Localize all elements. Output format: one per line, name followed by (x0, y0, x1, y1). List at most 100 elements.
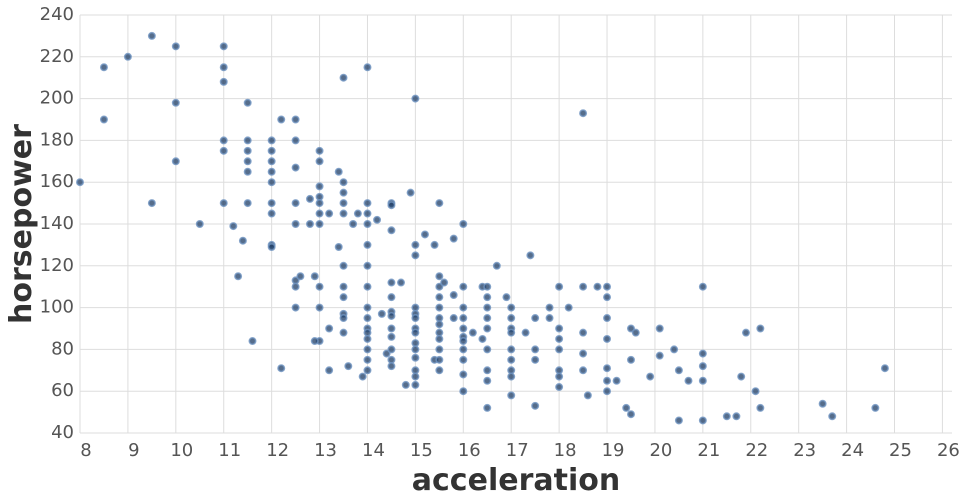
point (435, 272, 444, 281)
point (555, 366, 564, 375)
point (603, 376, 612, 385)
point (411, 339, 420, 348)
point (277, 364, 286, 373)
point (339, 282, 348, 291)
point (583, 391, 592, 400)
point (219, 77, 228, 86)
point (387, 293, 396, 302)
point (315, 282, 324, 291)
y-tick-label: 160 (40, 171, 74, 192)
point (363, 366, 372, 375)
point (219, 63, 228, 72)
point (751, 387, 760, 396)
point (483, 282, 492, 291)
point (612, 376, 621, 385)
point (243, 167, 252, 176)
point (579, 349, 588, 358)
point (411, 303, 420, 312)
point (267, 209, 276, 218)
point (411, 372, 420, 381)
point (291, 163, 300, 172)
point (363, 334, 372, 343)
y-tick-label: 220 (40, 46, 74, 67)
y-tick-label: 180 (40, 129, 74, 150)
point (459, 345, 468, 354)
point (397, 278, 406, 287)
point (406, 188, 415, 197)
point (622, 403, 631, 412)
point (291, 220, 300, 229)
point (435, 328, 444, 337)
point (315, 182, 324, 191)
x-tick-label: 15 (410, 440, 433, 461)
point (459, 355, 468, 364)
point (655, 351, 664, 360)
point (698, 376, 707, 385)
y-tick-label: 120 (40, 255, 74, 276)
point (411, 240, 420, 249)
point (626, 355, 635, 364)
point (631, 328, 640, 337)
point (698, 362, 707, 371)
point (291, 136, 300, 145)
point (363, 282, 372, 291)
point (411, 380, 420, 389)
y-tick-label: 80 (51, 338, 74, 359)
point (871, 403, 880, 412)
point (626, 410, 635, 419)
point (387, 226, 396, 235)
point (430, 240, 439, 249)
point (99, 63, 108, 72)
point (555, 345, 564, 354)
point (325, 366, 334, 375)
point (449, 234, 458, 243)
point (339, 314, 348, 323)
y-tick-label: 200 (40, 88, 74, 109)
point (674, 366, 683, 375)
point (435, 355, 444, 364)
point (502, 293, 511, 302)
point (238, 236, 247, 245)
x-tick-label: 14 (362, 440, 385, 461)
point (579, 328, 588, 337)
point (373, 215, 382, 224)
point (310, 272, 319, 281)
point (339, 73, 348, 82)
point (339, 199, 348, 208)
x-tick-label: 22 (745, 440, 768, 461)
point (305, 194, 314, 203)
point (344, 362, 353, 371)
point (382, 349, 391, 358)
point (521, 328, 530, 337)
point (353, 209, 362, 218)
point (387, 332, 396, 341)
point (555, 282, 564, 291)
point (411, 251, 420, 260)
point (387, 345, 396, 354)
point (818, 399, 827, 408)
point (483, 314, 492, 323)
point (339, 261, 348, 270)
point (459, 314, 468, 323)
point (315, 220, 324, 229)
point (291, 115, 300, 124)
y-tick-label: 240 (40, 4, 74, 25)
point (363, 261, 372, 270)
point (291, 303, 300, 312)
point (435, 282, 444, 291)
point (315, 209, 324, 218)
x-tick-label: 12 (266, 440, 289, 461)
point (603, 364, 612, 373)
point (603, 314, 612, 323)
point (698, 416, 707, 425)
point (363, 355, 372, 364)
point (339, 178, 348, 187)
point (828, 412, 837, 421)
point (626, 324, 635, 333)
point (478, 334, 487, 343)
point (243, 98, 252, 107)
point (435, 334, 444, 343)
point (579, 282, 588, 291)
point (171, 98, 180, 107)
point (277, 115, 286, 124)
